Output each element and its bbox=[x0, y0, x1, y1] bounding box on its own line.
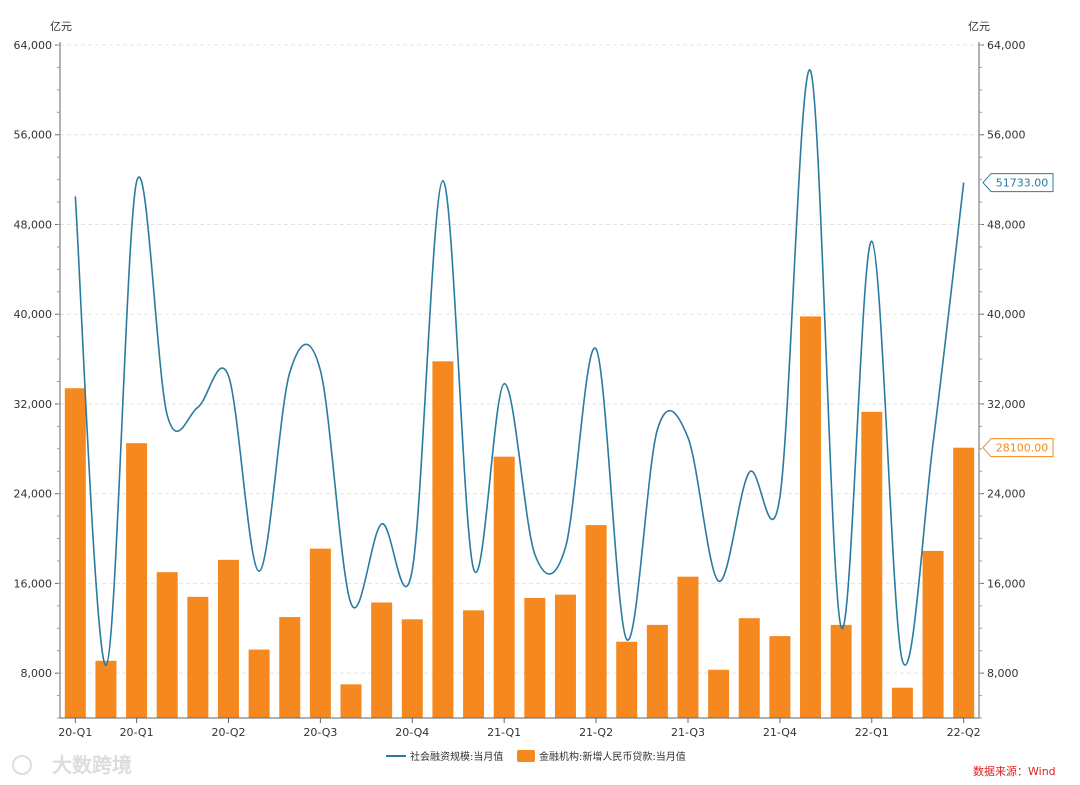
callout-box bbox=[982, 438, 1054, 458]
bar-2021-06 bbox=[585, 525, 607, 718]
bar-2021-05 bbox=[554, 594, 576, 718]
y-tick-label-left: 64,000 bbox=[14, 39, 53, 52]
bar-2021-11 bbox=[738, 618, 760, 718]
x-tick-label: 20-Q2 bbox=[211, 726, 245, 739]
legend-label-line: 社会融资规模:当月值 bbox=[410, 750, 503, 763]
bar-2022-05 bbox=[922, 550, 944, 718]
bar-2021-02 bbox=[463, 610, 485, 718]
x-tick-label: 20-Q4 bbox=[395, 726, 429, 739]
value-callouts: 51733.00 28100.00 bbox=[982, 173, 1054, 458]
legend-bar-swatch bbox=[517, 750, 535, 762]
bar-2020-08 bbox=[279, 617, 301, 718]
y-axis-left-ticks: 8,000 16,000 24,000 32,000 40,000 48,000 56,00… bbox=[14, 39, 60, 719]
bar-2022-04 bbox=[891, 687, 913, 718]
bar-2022-01 bbox=[800, 316, 822, 718]
x-tick-label: 20-Q1 bbox=[58, 726, 92, 739]
y-tick-label-right: 16,000 bbox=[987, 577, 1026, 590]
bar-2020-05 bbox=[187, 596, 209, 718]
x-tick-label: 22-Q2 bbox=[947, 726, 981, 739]
bar-2021-03 bbox=[493, 456, 515, 718]
callout-box bbox=[982, 173, 1054, 193]
bar-2020-07 bbox=[248, 649, 270, 718]
y-axis-left-unit: 亿元 bbox=[50, 20, 72, 33]
legend-item-line[interactable]: 社会融资规模:当月值 bbox=[386, 750, 503, 763]
y-tick-label-right: 24,000 bbox=[987, 488, 1026, 501]
legend[interactable]: 社会融资规模:当月值 金融机构:新增人民币贷款:当月值 bbox=[386, 750, 686, 763]
x-tick-label: 21-Q4 bbox=[763, 726, 797, 739]
x-tick-label: 22-Q1 bbox=[855, 726, 889, 739]
bar-2020-12 bbox=[401, 619, 423, 718]
legend-item-bar[interactable]: 金融机构:新增人民币贷款:当月值 bbox=[517, 750, 686, 763]
y-axis-right-unit: 亿元 bbox=[968, 20, 990, 33]
bar-2020-04 bbox=[156, 572, 178, 718]
bar-2022-03 bbox=[861, 411, 883, 718]
y-tick-label-left: 40,000 bbox=[14, 308, 53, 321]
y-tick-label-left: 32,000 bbox=[14, 398, 53, 411]
bar-2021-08 bbox=[646, 624, 668, 718]
bar-2021-12 bbox=[769, 636, 791, 718]
bar-2021-09 bbox=[677, 576, 699, 718]
line-path bbox=[74, 69, 965, 667]
y-tick-label-right: 48,000 bbox=[987, 218, 1026, 231]
bar-2020-02 bbox=[95, 660, 117, 718]
watermark-text: 大数跨境 bbox=[52, 753, 132, 777]
x-axis-ticks: 20-Q1 20-Q1 20-Q2 20-Q3 20-Q4 21-Q1 21-Q2 21-Q3… bbox=[58, 718, 981, 739]
bar-2020-10 bbox=[340, 684, 362, 718]
line-series bbox=[74, 69, 965, 667]
y-tick-label-left: 8,000 bbox=[21, 667, 53, 680]
y-tick-label-left: 48,000 bbox=[14, 218, 53, 231]
bar-2022-02 bbox=[830, 624, 852, 718]
bar-2020-09 bbox=[309, 548, 331, 718]
callout-label: 28100.00 bbox=[996, 442, 1049, 455]
bar-2022-06 bbox=[953, 447, 975, 718]
y-axis-right-ticks: 8,000 16,000 24,000 32,000 40,000 48,000 56,00… bbox=[979, 39, 1026, 719]
bar-series bbox=[64, 316, 975, 718]
y-tick-label-right: 56,000 bbox=[987, 129, 1026, 142]
watermark-logo: 大数跨境 bbox=[12, 753, 132, 777]
x-tick-label: 21-Q1 bbox=[487, 726, 521, 739]
bar-2021-07 bbox=[616, 641, 638, 718]
x-tick-label: 21-Q3 bbox=[671, 726, 705, 739]
y-tick-label-right: 40,000 bbox=[987, 308, 1026, 321]
y-tick-label-right: 8,000 bbox=[987, 667, 1019, 680]
x-tick-label: 21-Q2 bbox=[579, 726, 613, 739]
x-tick-label: 20-Q1 bbox=[120, 726, 154, 739]
y-tick-label-left: 24,000 bbox=[14, 488, 53, 501]
legend-label-bar: 金融机构:新增人民币贷款:当月值 bbox=[539, 750, 686, 763]
bar-2021-01 bbox=[432, 361, 454, 718]
bar-2020-01 bbox=[64, 388, 86, 718]
bar-2020-11 bbox=[371, 602, 393, 718]
callout-label: 51733.00 bbox=[996, 177, 1049, 190]
bar-2021-10 bbox=[708, 669, 730, 718]
y-tick-label-right: 32,000 bbox=[987, 398, 1026, 411]
data-source-note: 数据来源：Wind bbox=[973, 764, 1056, 778]
bar-2020-06 bbox=[217, 559, 239, 718]
bar-2021-04 bbox=[524, 597, 546, 718]
x-tick-label: 20-Q3 bbox=[303, 726, 337, 739]
y-tick-label-left: 56,000 bbox=[14, 129, 53, 142]
watermark-icon bbox=[12, 755, 32, 775]
y-tick-label-right: 64,000 bbox=[987, 39, 1026, 52]
bar-2020-03 bbox=[126, 443, 148, 718]
grid-lines bbox=[60, 44, 979, 674]
y-tick-label-left: 16,000 bbox=[14, 577, 53, 590]
